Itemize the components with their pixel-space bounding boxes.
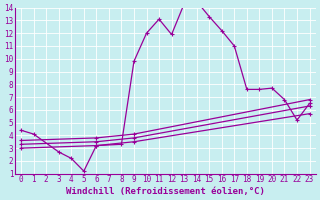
- X-axis label: Windchill (Refroidissement éolien,°C): Windchill (Refroidissement éolien,°C): [66, 187, 265, 196]
